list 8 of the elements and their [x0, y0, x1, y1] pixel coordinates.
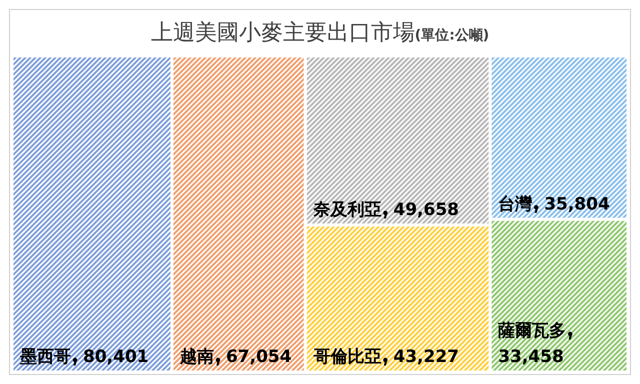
category-label: 奈及利亞 — [312, 200, 382, 220]
text: 上週美國小麥主要出口市場 — [150, 20, 415, 46]
data-label: 35,804 — [544, 194, 610, 214]
data-label: 67,054 — [226, 347, 292, 367]
category-label: 台灣 — [498, 194, 534, 214]
data-label: 80,401 — [83, 347, 149, 367]
data-label: 49,658 — [393, 200, 459, 220]
text: (單位:公噸) — [414, 28, 490, 44]
